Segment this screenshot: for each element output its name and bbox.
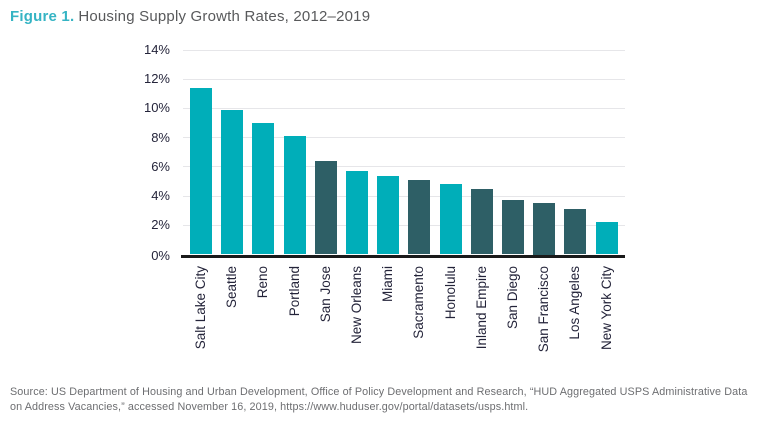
x-label-reno: Reno [255, 265, 271, 298]
x-label-san-jose: San Jose [317, 265, 333, 322]
x-label-inland-empire: Inland Empire [473, 265, 489, 349]
bar-seattle [221, 109, 244, 255]
bar-san-diego [502, 200, 524, 255]
bar-san-francisco [533, 203, 556, 255]
gridline-10pct [183, 107, 625, 109]
x-label-new-york-city: New York City [598, 265, 614, 350]
bar-reno [252, 123, 275, 255]
bar-los-angeles [564, 209, 587, 255]
bar-portland [283, 136, 306, 255]
gridline-4pct [183, 195, 625, 197]
bar-san-jose [314, 161, 337, 255]
y-tick-label-10pct: 10% [143, 100, 170, 116]
x-label-los-angeles: Los Angeles [567, 265, 583, 340]
gridline-8pct [183, 137, 625, 139]
y-tick-label-8pct: 8% [151, 129, 170, 145]
bar-new-york-city [595, 222, 618, 255]
source-note: Source: US Department of Housing and Urb… [10, 386, 748, 413]
figure-title: Figure 1. Housing Supply Growth Rates, 20… [10, 8, 370, 25]
gridline-12pct [183, 78, 625, 80]
y-tick-label-6pct: 6% [151, 158, 170, 174]
bar-sacramento [408, 180, 431, 255]
x-label-honolulu: Honolulu [442, 265, 458, 319]
y-tick-label-14pct: 14% [143, 42, 170, 57]
x-label-miami: Miami [380, 265, 396, 302]
bar-new-orleans [346, 171, 368, 255]
x-axis-line [181, 254, 625, 258]
x-label-new-orleans: New Orleans [349, 265, 364, 344]
x-label-san-francisco: San Francisco [536, 265, 552, 352]
bar-inland-empire [470, 188, 493, 255]
x-label-san-diego: San Diego [505, 265, 520, 329]
bar-honolulu [439, 184, 462, 255]
x-label-portland: Portland [286, 265, 302, 316]
x-label-sacramento: Sacramento [411, 265, 427, 339]
figure-title-text: Housing Supply Growth Rates, 2012–2019 [78, 8, 371, 25]
y-tick-label-0pct: 0% [151, 248, 170, 263]
y-tick-label-12pct: 12% [143, 71, 170, 87]
gridline-14pct [183, 49, 625, 51]
bar-salt-lake-city [190, 87, 212, 255]
bar-miami [377, 175, 400, 255]
y-tick-label-2pct: 2% [151, 217, 170, 233]
figure-number-label: Figure 1. [10, 8, 75, 25]
housing-supply-bar-chart: 0% 2% 4% 6% 8% 10% 12% 14% Salt Lake City Seattle… [143, 42, 625, 352]
y-tick-label-4pct: 4% [151, 188, 170, 204]
x-label-salt-lake-city: Salt Lake City [193, 265, 208, 349]
x-label-seattle: Seattle [224, 265, 240, 308]
gridline-2pct [183, 224, 625, 226]
gridline-6pct [183, 166, 625, 168]
